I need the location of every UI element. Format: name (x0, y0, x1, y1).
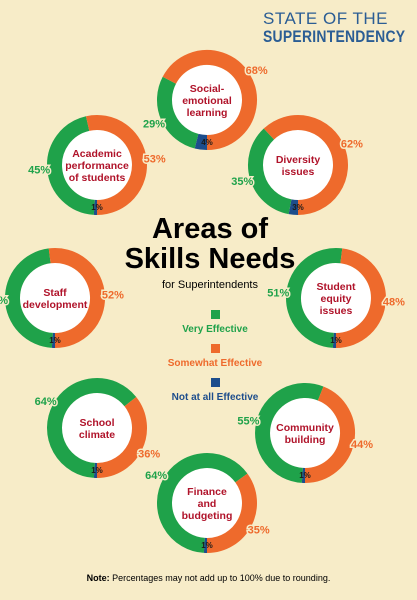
donut-slice-student-equity-issues-somewhat-effective (335, 248, 386, 348)
donut-center-academic-performance-of-students (62, 130, 132, 200)
donut-label-diversity-issues-very-effective: 35% (231, 176, 253, 188)
donut-center-community-building (270, 398, 340, 468)
donut-category-label-social-emotional-learning: emotional (182, 95, 232, 107)
legend-label-somewhat-effective: Somewhat Effective (167, 358, 263, 369)
donut-slice-social-emotional-learning-not-effective (194, 133, 208, 150)
donut-label-finance-and-budgeting-somewhat-effective: 35% (248, 524, 270, 536)
donut-category-label-staff-development: development (23, 299, 88, 311)
footnote: Note: Percentages may not add up to 100%… (0, 573, 417, 583)
donut-label-academic-performance-of-students-very-effective: 45% (28, 165, 50, 177)
donut-slice-social-emotional-learning-somewhat-effective (162, 50, 257, 150)
donut-label-diversity-issues-somewhat-effective: 62% (341, 139, 363, 151)
legend-label-not-effective: Not at all Effective (171, 392, 259, 403)
donut-category-label-student-equity-issues: equity (321, 293, 352, 305)
donut-label-academic-performance-of-students-somewhat-effective: 53% (144, 154, 166, 166)
chart-subtitle: for Superintendents (161, 279, 258, 291)
brand-line2: SUPERINTENDENCY (263, 27, 406, 46)
donut-category-label-diversity-issues: issues (282, 166, 315, 178)
donut-category-label-school-climate: School (79, 417, 114, 429)
donut-category-label-student-equity-issues: Student (316, 281, 356, 293)
donut-label-diversity-issues-not-effective: 3% (292, 203, 304, 212)
donut-label-social-emotional-learning-very-effective: 29% (143, 119, 165, 131)
donut-label-social-emotional-learning-somewhat-effective: 68% (246, 65, 268, 77)
donut-label-school-climate-somewhat-effective: 36% (138, 448, 160, 460)
donut-slice-diversity-issues-not-effective (288, 199, 299, 216)
donut-label-social-emotional-learning-not-effective: 4% (201, 138, 213, 147)
donut-category-label-community-building: building (285, 434, 326, 446)
donut-slice-academic-performance-of-students-somewhat-effective (86, 115, 147, 215)
donut-category-label-school-climate: climate (79, 429, 115, 441)
legend-swatch-not-effective (210, 378, 220, 387)
legend-item-somewhat-effective: Somewhat Effective (150, 344, 280, 369)
donut-label-staff-development-not-effective: 1% (49, 336, 61, 345)
donut-slice-staff-development-very-effective (5, 248, 54, 348)
chart-title-line2: Skills Needs (124, 243, 296, 275)
legend-swatch-somewhat-effective (210, 344, 220, 353)
footnote-label: Note: (86, 573, 110, 583)
donut-label-school-climate-not-effective: 1% (91, 466, 103, 475)
donut-label-finance-and-budgeting-not-effective: 1% (201, 541, 213, 550)
donut-category-label-community-building: Community (276, 422, 334, 434)
donut-label-community-building-very-effective: 55% (237, 415, 259, 427)
legend-swatch-very-effective (210, 310, 220, 319)
donut-slice-diversity-issues-somewhat-effective (263, 115, 348, 215)
donut-label-academic-performance-of-students-not-effective: 1% (91, 203, 103, 212)
donut-category-label-academic-performance-of-students: performance (65, 160, 129, 172)
donut-slice-finance-and-budgeting-very-effective (157, 453, 248, 553)
donut-category-label-finance-and-budgeting: budgeting (182, 510, 233, 522)
donut-category-label-staff-development: Staff (43, 287, 67, 299)
donut-category-label-finance-and-budgeting: and (198, 498, 217, 510)
donut-center-school-climate (62, 393, 132, 463)
donut-category-label-diversity-issues: Diversity (276, 154, 321, 166)
donut-center-finance-and-budgeting (172, 468, 242, 538)
donut-center-student-equity-issues (301, 263, 371, 333)
donut-label-community-building-not-effective: 1% (299, 471, 311, 480)
brand-line1: STATE OF THE (263, 9, 389, 28)
donut-slice-school-climate-somewhat-effective (96, 397, 147, 478)
chart-title-line1: Areas of (151, 213, 269, 245)
brand-logo: STATE OF THE SUPERINTENDENCY (263, 9, 406, 46)
donut-category-label-student-equity-issues: issues (320, 305, 353, 317)
donut-slice-community-building-somewhat-effective (304, 386, 355, 483)
donut-center-social-emotional-learning (172, 65, 242, 135)
donut-label-student-equity-issues-very-effective: 51% (267, 288, 289, 300)
donut-category-label-academic-performance-of-students: Academic (72, 148, 122, 160)
donut-label-staff-development-very-effective: 47% (0, 295, 8, 307)
legend-item-not-effective: Not at all Effective (150, 378, 280, 403)
donut-label-community-building-somewhat-effective: 44% (351, 439, 373, 451)
donut-slice-social-emotional-learning-very-effective (157, 76, 199, 149)
donut-label-student-equity-issues-not-effective: 1% (330, 336, 342, 345)
donut-category-label-finance-and-budgeting: Finance (187, 486, 227, 498)
legend-item-very-effective: Very Effective (150, 310, 280, 335)
donut-label-finance-and-budgeting-very-effective: 64% (145, 470, 167, 482)
donut-slice-student-equity-issues-very-effective (286, 248, 343, 348)
donut-slice-staff-development-somewhat-effective (48, 248, 105, 348)
donut-slice-school-climate-very-effective (47, 378, 137, 478)
donut-category-label-social-emotional-learning: Social- (190, 83, 225, 95)
donut-label-staff-development-somewhat-effective: 52% (102, 289, 124, 301)
donut-category-label-academic-performance-of-students: of students (69, 172, 126, 184)
donut-center-diversity-issues (263, 130, 333, 200)
donut-category-label-social-emotional-learning: learning (187, 107, 228, 119)
donut-slice-finance-and-budgeting-somewhat-effective (206, 473, 257, 553)
donut-label-school-climate-very-effective: 64% (35, 396, 57, 408)
donut-slice-diversity-issues-very-effective (248, 128, 292, 215)
legend-label-very-effective: Very Effective (182, 324, 248, 335)
donut-slice-academic-performance-of-students-very-effective (47, 116, 96, 215)
donut-slice-community-building-very-effective (255, 383, 324, 483)
chart-title: Areas of Skills Needs (120, 214, 300, 274)
footnote-text: Percentages may not add up to 100% due t… (112, 573, 331, 583)
donut-label-student-equity-issues-somewhat-effective: 48% (383, 297, 405, 309)
donut-center-staff-development (20, 263, 90, 333)
